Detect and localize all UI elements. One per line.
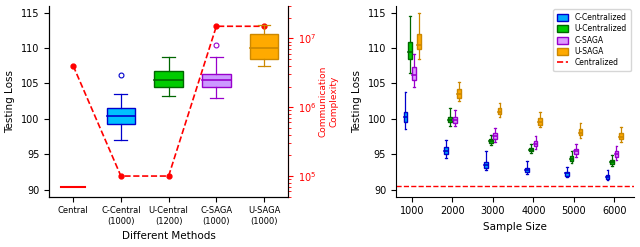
Bar <box>449 117 452 123</box>
Bar <box>458 89 461 98</box>
Bar <box>493 133 497 139</box>
Bar <box>408 42 412 59</box>
Y-axis label: Communication
Complexity: Communication Complexity <box>319 65 338 137</box>
Bar <box>202 74 230 87</box>
Bar <box>154 71 183 87</box>
Y-axis label: Testing Loss: Testing Loss <box>352 70 362 133</box>
Bar <box>605 175 609 179</box>
Bar <box>498 108 501 114</box>
Bar <box>444 147 447 154</box>
Bar <box>565 172 569 176</box>
Bar <box>404 112 407 123</box>
Bar <box>525 168 529 172</box>
Bar <box>484 162 488 168</box>
Bar <box>570 156 573 161</box>
Bar <box>250 34 278 59</box>
Bar <box>453 118 456 123</box>
X-axis label: Sample Size: Sample Size <box>483 222 547 232</box>
Bar <box>417 34 420 49</box>
Bar <box>412 67 416 80</box>
Bar <box>614 151 618 157</box>
Bar <box>610 160 614 164</box>
Bar <box>538 118 542 124</box>
X-axis label: Different Methods: Different Methods <box>122 231 216 242</box>
Bar <box>534 141 538 146</box>
Legend: C-Centralized, U-Centralized, C-SAGA, U-SAGA, Centralized: C-Centralized, U-Centralized, C-SAGA, U-… <box>553 9 630 71</box>
Bar <box>579 129 582 135</box>
Bar <box>619 133 623 139</box>
Y-axis label: Testing Loss: Testing Loss <box>6 70 15 133</box>
Bar <box>529 148 533 151</box>
Bar <box>574 149 578 154</box>
Bar <box>489 139 493 143</box>
Bar <box>107 108 135 124</box>
